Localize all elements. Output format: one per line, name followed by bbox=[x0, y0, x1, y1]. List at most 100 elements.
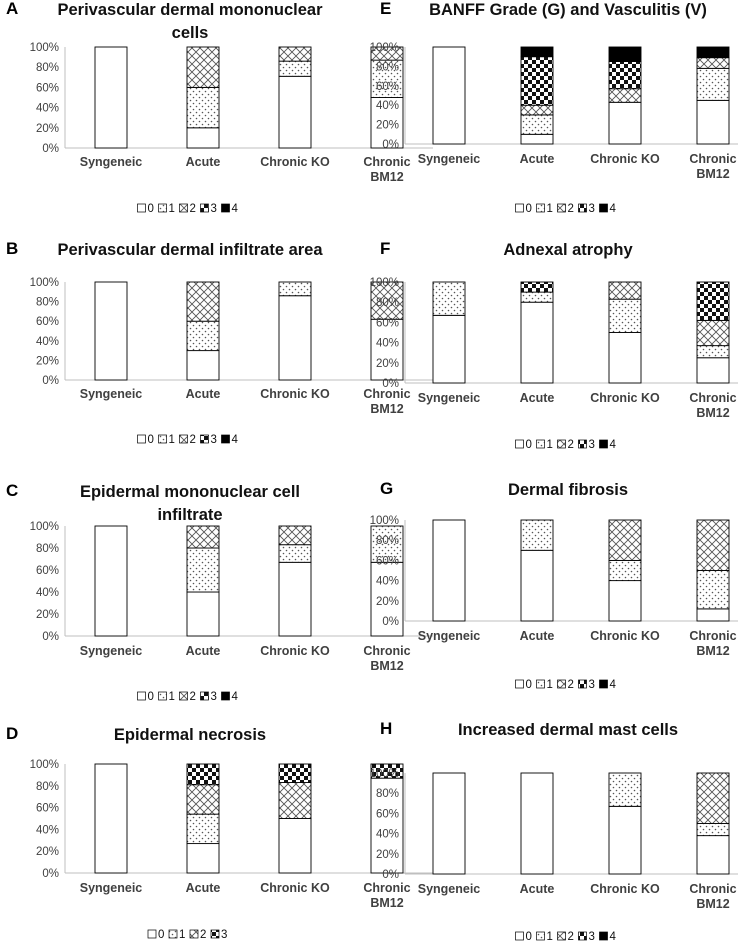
bar-segment-0 bbox=[608, 332, 642, 384]
y-tick-label: 80% bbox=[376, 297, 399, 309]
legend-label: 1 bbox=[169, 434, 175, 446]
legend-label: 2 bbox=[568, 439, 574, 451]
legend-swatch-1 bbox=[536, 203, 545, 213]
bar-segment-0 bbox=[94, 763, 128, 874]
bar-segment-0 bbox=[278, 75, 312, 149]
bar-segment-0 bbox=[520, 772, 554, 875]
bar-segment-3 bbox=[520, 56, 554, 106]
chart-title: Perivascular dermal infiltrate area bbox=[57, 241, 323, 259]
x-tick-label: Chronic bbox=[363, 387, 410, 401]
y-tick-label: 60% bbox=[36, 82, 59, 94]
y-tick-label: 20% bbox=[376, 120, 399, 132]
y-tick-label: 60% bbox=[36, 565, 59, 577]
y-tick-label: 100% bbox=[30, 759, 59, 771]
y-tick-label: 20% bbox=[376, 358, 399, 370]
x-tick-label: BM12 bbox=[696, 644, 729, 658]
bar-segment-0 bbox=[94, 46, 128, 149]
x-tick-label: BM12 bbox=[696, 897, 729, 911]
y-tick-label: 40% bbox=[36, 587, 59, 599]
x-tick-label: Chronic KO bbox=[590, 882, 660, 896]
bar-segment-1 bbox=[186, 320, 220, 352]
bar-segment-0 bbox=[520, 301, 554, 384]
x-tick-label: Syngeneic bbox=[418, 882, 481, 896]
bar-segment-0 bbox=[186, 843, 220, 874]
legend-swatch-4 bbox=[221, 434, 230, 444]
legend-label: 0 bbox=[526, 203, 532, 215]
legend-swatch-4 bbox=[221, 691, 230, 701]
bar-segment-3 bbox=[520, 281, 554, 293]
y-tick-label: 0% bbox=[382, 378, 399, 390]
bar-segment-0 bbox=[370, 561, 404, 637]
bar-segment-2 bbox=[696, 772, 730, 824]
bar-segment-0 bbox=[432, 519, 466, 622]
panel-letter: F bbox=[380, 239, 390, 258]
bar-segment-0 bbox=[94, 281, 128, 381]
y-tick-label: 80% bbox=[36, 297, 59, 309]
legend-swatch-3 bbox=[210, 929, 220, 939]
x-tick-label: Chronic KO bbox=[590, 391, 660, 405]
bar-segment-3 bbox=[696, 281, 730, 321]
legend-swatch-2 bbox=[179, 203, 188, 213]
chart-panel-f: F Adnexal atrophy 0% 20% 40% 60% 80% 100% Syngen… bbox=[370, 239, 738, 451]
legend-label: 1 bbox=[547, 439, 553, 451]
bar-segment-0 bbox=[520, 549, 554, 622]
legend-label: 4 bbox=[232, 434, 239, 446]
bar-segment-0 bbox=[696, 608, 730, 622]
legend-swatch-4 bbox=[599, 439, 608, 449]
panel-letter: E bbox=[380, 0, 391, 18]
y-tick-label: 100% bbox=[370, 768, 399, 780]
y-tick-label: 0% bbox=[382, 139, 399, 151]
legend-swatch-2 bbox=[557, 203, 566, 213]
legend-swatch-3 bbox=[578, 203, 587, 213]
bar-segment-2 bbox=[186, 784, 220, 815]
bar-segment-4 bbox=[608, 46, 642, 63]
panel-letter: B bbox=[6, 239, 18, 258]
bar-segment-1 bbox=[696, 570, 730, 610]
x-tick-label: Acute bbox=[520, 391, 555, 405]
y-tick-label: 40% bbox=[36, 824, 59, 836]
panel-letter: A bbox=[6, 0, 18, 18]
bar-segment-2 bbox=[608, 88, 642, 103]
legend-label: 0 bbox=[158, 929, 164, 941]
y-tick-label: 40% bbox=[376, 576, 399, 588]
x-tick-label: Acute bbox=[186, 644, 221, 658]
bar-segment-1 bbox=[186, 547, 220, 593]
legend-swatch-3 bbox=[200, 691, 209, 701]
x-tick-label: Syngeneic bbox=[418, 391, 481, 405]
legend-label: 1 bbox=[179, 929, 185, 941]
y-tick-label: 40% bbox=[36, 336, 59, 348]
legend-label: 3 bbox=[211, 203, 217, 215]
x-tick-label: Syngeneic bbox=[80, 387, 143, 401]
y-tick-label: 40% bbox=[36, 103, 59, 115]
y-tick-label: 100% bbox=[30, 521, 59, 533]
y-tick-label: 60% bbox=[36, 803, 59, 815]
legend-label: 3 bbox=[211, 434, 217, 446]
y-tick-label: 80% bbox=[36, 543, 59, 555]
legend-swatch-4 bbox=[599, 679, 608, 689]
bar-segment-0 bbox=[278, 295, 312, 381]
chart-title: cells bbox=[172, 24, 209, 42]
bar-segment-0 bbox=[278, 561, 312, 637]
bar-segment-2 bbox=[186, 525, 220, 549]
x-tick-label: BM12 bbox=[370, 896, 403, 910]
y-tick-label: 60% bbox=[376, 555, 399, 567]
x-tick-label: Chronic bbox=[689, 882, 736, 896]
legend-swatch-2 bbox=[179, 691, 188, 701]
legend-swatch-0 bbox=[515, 679, 524, 689]
bar-segment-0 bbox=[370, 318, 404, 381]
legend-swatch-1 bbox=[536, 931, 545, 941]
x-tick-label: Chronic KO bbox=[260, 881, 330, 895]
x-tick-label: Acute bbox=[186, 387, 221, 401]
chart-title: infiltrate bbox=[157, 506, 222, 524]
x-tick-label: Acute bbox=[186, 881, 221, 895]
legend-label: 4 bbox=[232, 203, 239, 215]
bar-segment-2 bbox=[608, 281, 642, 300]
y-tick-label: 0% bbox=[42, 868, 59, 880]
y-tick-label: 60% bbox=[376, 317, 399, 329]
bar-segment-0 bbox=[278, 818, 312, 874]
legend-swatch-1 bbox=[168, 929, 178, 939]
legend-swatch-2 bbox=[557, 439, 566, 449]
x-tick-label: Chronic bbox=[363, 155, 410, 169]
x-tick-label: Syngeneic bbox=[418, 629, 481, 643]
